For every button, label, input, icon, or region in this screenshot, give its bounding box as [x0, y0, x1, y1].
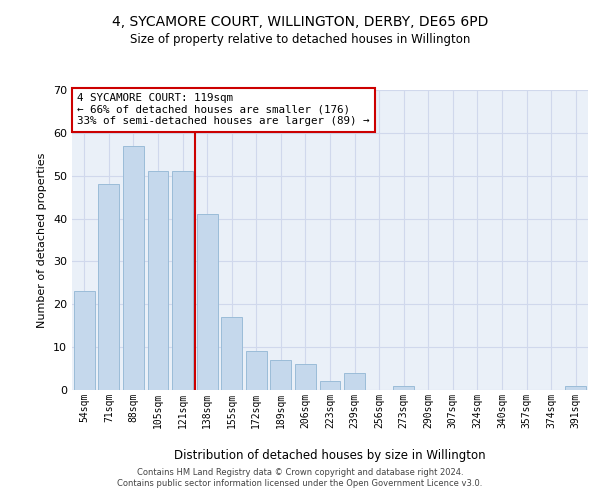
Bar [74, 292, 95, 390]
Y-axis label: Number of detached properties: Number of detached properties [37, 152, 47, 328]
Bar [393, 386, 414, 390]
Bar [98, 184, 119, 390]
Bar [246, 352, 267, 390]
Text: 4 SYCAMORE COURT: 119sqm
← 66% of detached houses are smaller (176)
33% of semi-: 4 SYCAMORE COURT: 119sqm ← 66% of detach… [77, 93, 370, 126]
Bar [565, 386, 586, 390]
Bar [148, 172, 169, 390]
Text: Size of property relative to detached houses in Willington: Size of property relative to detached ho… [130, 32, 470, 46]
Text: Distribution of detached houses by size in Willington: Distribution of detached houses by size … [174, 448, 486, 462]
Bar [221, 317, 242, 390]
Bar [344, 373, 365, 390]
Text: 4, SYCAMORE COURT, WILLINGTON, DERBY, DE65 6PD: 4, SYCAMORE COURT, WILLINGTON, DERBY, DE… [112, 15, 488, 29]
Bar [172, 172, 193, 390]
Text: Contains HM Land Registry data © Crown copyright and database right 2024.
Contai: Contains HM Land Registry data © Crown c… [118, 468, 482, 487]
Bar [123, 146, 144, 390]
Bar [295, 364, 316, 390]
Bar [271, 360, 292, 390]
Bar [320, 382, 340, 390]
Bar [197, 214, 218, 390]
